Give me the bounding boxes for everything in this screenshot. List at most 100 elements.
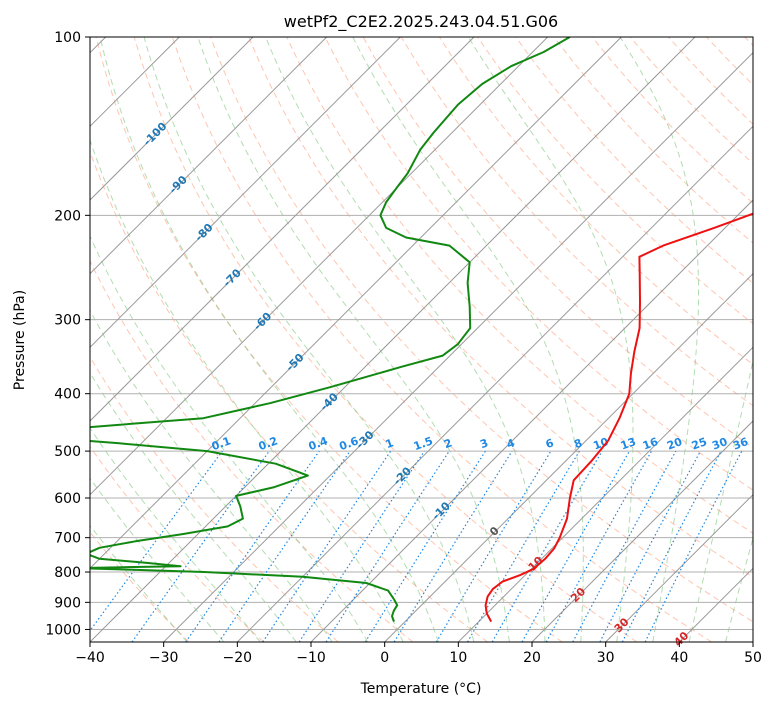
temperature-profile bbox=[484, 212, 753, 623]
moist-adiabat-line bbox=[90, 371, 297, 642]
moist-adiabat-line bbox=[90, 138, 404, 642]
mixing-ratio-labels: 0.1 0.2 0.4 0.6 1 1.5 2 3 4 6 8 10 13 16 20 25 30 36 bbox=[210, 434, 751, 453]
isotherm-line bbox=[90, 37, 475, 422]
mixing-ratio-line bbox=[521, 450, 631, 642]
dry-adiabat-line bbox=[553, 37, 753, 244]
moist-adiabat-line bbox=[90, 309, 333, 642]
mixing-ratio-label: 3 bbox=[478, 436, 490, 451]
moist-adiabat-line bbox=[725, 536, 753, 642]
mixing-ratio-line bbox=[572, 450, 677, 642]
mixing-ratio-label: 0.1 bbox=[210, 434, 233, 453]
dry-adiabat-line bbox=[248, 37, 753, 578]
x-tick-label: 0 bbox=[380, 650, 389, 666]
y-tick-label: 700 bbox=[54, 531, 81, 547]
mixing-ratio-line bbox=[131, 450, 270, 642]
x-tick-label: −30 bbox=[149, 650, 179, 666]
y-tick-label: 400 bbox=[54, 387, 81, 403]
dry-adiabat-line bbox=[95, 37, 563, 642]
x-tick-label: 20 bbox=[523, 650, 541, 666]
dewpoint-profile bbox=[90, 37, 571, 622]
moist-adiabat-line bbox=[90, 427, 261, 642]
moist-adiabat-line bbox=[619, 37, 699, 642]
isotherm-line bbox=[90, 37, 401, 349]
moist-adiabat-line bbox=[197, 37, 510, 642]
isotherm-label: 40 bbox=[671, 629, 691, 649]
mixing-ratio-label: 0.2 bbox=[257, 434, 280, 453]
isotherm-line bbox=[531, 420, 753, 642]
dry-adiabat-line bbox=[324, 37, 753, 491]
mixing-ratio-label: 25 bbox=[690, 435, 709, 452]
y-tick-label: 600 bbox=[54, 491, 81, 507]
y-tick-label: 900 bbox=[54, 595, 81, 611]
chart-title: wetPf2_C2E2.2025.243.04.51.G06 bbox=[284, 12, 558, 32]
dry-adiabat-line bbox=[706, 37, 753, 86]
mixing-ratio-label: 16 bbox=[641, 435, 660, 453]
mixing-ratio-line bbox=[644, 450, 743, 642]
isotherm-line bbox=[457, 346, 753, 642]
moist-adiabats bbox=[90, 37, 753, 642]
isotherm-line bbox=[90, 37, 549, 496]
dry-adiabat-line bbox=[133, 37, 638, 642]
mixing-ratio-label: 0.4 bbox=[307, 434, 330, 453]
mixing-ratio-label: 1 bbox=[384, 436, 396, 451]
isotherm-line bbox=[90, 37, 622, 570]
dry-adiabat-line bbox=[668, 37, 753, 125]
isotherm-line bbox=[752, 641, 753, 642]
isotherm-line bbox=[236, 125, 753, 642]
isotherm-label: -20 bbox=[391, 464, 414, 487]
mixing-ratio-label: 30 bbox=[710, 435, 729, 453]
isotherm-line bbox=[310, 199, 753, 642]
isotherm-line bbox=[163, 51, 753, 642]
mixing-ratio-line bbox=[90, 450, 223, 632]
mixing-ratio-label: 8 bbox=[572, 436, 584, 451]
x-tick-label: 30 bbox=[597, 650, 615, 666]
x-axis-ticks: −40 −30 −20 −10 0 10 20 30 40 50 bbox=[75, 642, 762, 666]
mixing-ratio-label: 36 bbox=[731, 435, 750, 453]
y-tick-label: 500 bbox=[54, 444, 81, 460]
mixing-ratio-line bbox=[545, 450, 653, 642]
x-tick-label: 40 bbox=[670, 650, 688, 666]
y-tick-label: 200 bbox=[54, 208, 81, 224]
dry-adiabat-line bbox=[515, 37, 753, 284]
isotherm-line bbox=[90, 37, 254, 201]
moist-adiabat-line bbox=[99, 37, 439, 642]
mixing-ratio-line bbox=[218, 450, 351, 642]
isotherm-line bbox=[90, 37, 328, 275]
isotherm-label: -80 bbox=[192, 221, 215, 244]
y-tick-label: 800 bbox=[54, 565, 81, 581]
x-tick-label: 50 bbox=[744, 650, 762, 666]
plot-frame bbox=[89, 36, 754, 643]
dry-adiabat-line bbox=[90, 356, 339, 642]
moist-adiabat-line bbox=[143, 37, 475, 642]
dry-adiabat-line bbox=[90, 150, 488, 642]
pressure-gridlines bbox=[90, 37, 753, 630]
mixing-ratio-label: 6 bbox=[544, 436, 556, 451]
isotherm-line bbox=[90, 37, 696, 642]
mixing-ratio-line bbox=[435, 450, 552, 642]
x-tick-label: −20 bbox=[223, 650, 253, 666]
mixing-ratio-line bbox=[185, 450, 320, 642]
x-axis-label: Temperature (°C) bbox=[360, 681, 482, 697]
moist-adiabat-line bbox=[352, 37, 584, 642]
moist-adiabat-line bbox=[90, 524, 188, 642]
mixing-ratio-label: 10 bbox=[591, 435, 610, 453]
mixing-ratio-lines bbox=[90, 450, 743, 642]
dry-adiabat-line bbox=[171, 37, 712, 642]
isotherm-label: -50 bbox=[283, 351, 306, 374]
sounding-profiles bbox=[90, 37, 753, 623]
mixing-ratio-line bbox=[298, 450, 425, 642]
isotherm-line bbox=[605, 493, 753, 642]
dry-adiabat-line bbox=[591, 37, 753, 204]
dry-adiabat-line bbox=[90, 259, 414, 642]
x-tick-label: −40 bbox=[75, 650, 105, 666]
mixing-ratio-label: 2 bbox=[442, 436, 454, 451]
mixing-ratio-line bbox=[262, 450, 392, 642]
mixing-ratio-label: 13 bbox=[619, 435, 638, 452]
y-axis-label: Pressure (hPa) bbox=[12, 290, 28, 390]
dry-adiabat-line bbox=[90, 445, 264, 642]
x-tick-label: −10 bbox=[296, 650, 326, 666]
y-tick-label: 300 bbox=[54, 313, 81, 329]
moist-adiabat-line bbox=[265, 37, 546, 642]
